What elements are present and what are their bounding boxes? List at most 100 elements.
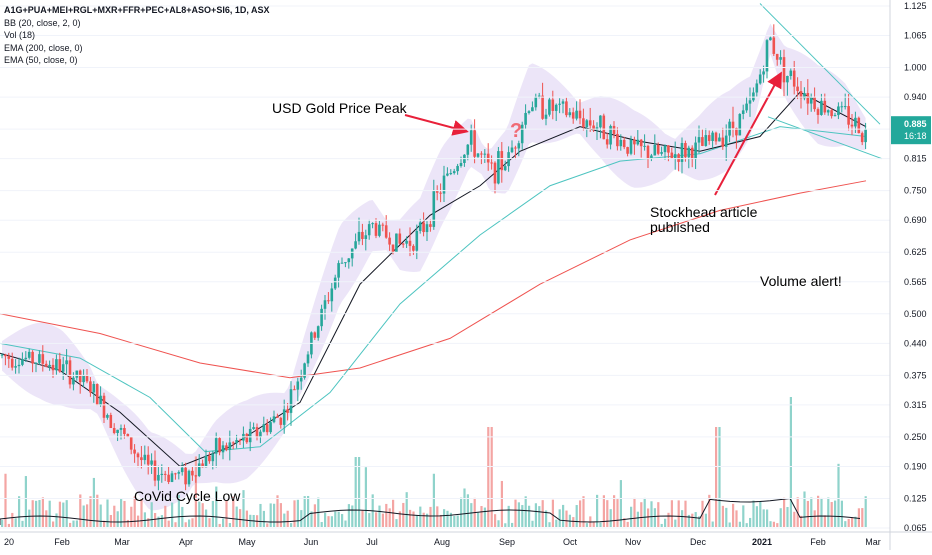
- volume-bar: [548, 522, 551, 527]
- volume-bar: [681, 510, 684, 527]
- candle-body: [762, 71, 765, 75]
- candle-body: [745, 103, 748, 111]
- volume-bar: [817, 495, 820, 527]
- volume-bar: [609, 509, 612, 527]
- volume-bar: [449, 512, 452, 527]
- volume-bar: [276, 495, 279, 527]
- candle-body: [68, 360, 72, 385]
- candle-body: [837, 106, 840, 116]
- candle-body: [211, 453, 215, 462]
- candle-body: [330, 288, 334, 302]
- candle-body: [269, 422, 272, 433]
- volume-bar: [657, 502, 660, 527]
- candle-body: [694, 142, 697, 160]
- candle-body: [259, 431, 262, 437]
- candle-body: [429, 224, 432, 227]
- candle-body: [748, 100, 752, 104]
- candle-body: [401, 243, 405, 245]
- candle-body: [361, 231, 364, 239]
- candle-body: [415, 230, 419, 251]
- volume-bar: [150, 502, 153, 527]
- candle-body: [153, 460, 157, 481]
- candle-body: [41, 354, 45, 364]
- candle-body: [201, 463, 204, 468]
- candle-body: [459, 162, 463, 166]
- candle-body: [235, 440, 238, 444]
- candle-body: [619, 139, 623, 147]
- volume-bar: [171, 502, 174, 527]
- volume-bar: [344, 520, 347, 527]
- volume-bar: [619, 480, 622, 527]
- candle-body: [157, 474, 160, 481]
- volume-bar: [524, 496, 527, 527]
- indicator-ema200[interactable]: EMA (200, close, 0): [4, 42, 83, 53]
- volume-bar: [235, 506, 238, 527]
- volume-bar: [120, 499, 123, 527]
- candle-body: [571, 112, 575, 119]
- volume-bar: [769, 521, 772, 527]
- volume-bar: [103, 520, 106, 527]
- volume-bar: [698, 516, 701, 527]
- candle-body: [548, 99, 551, 115]
- volume-bar: [732, 503, 735, 527]
- candle-body: [786, 75, 789, 83]
- volume-bar: [762, 509, 765, 527]
- indicator-volume[interactable]: Vol (18): [4, 30, 36, 40]
- indicator-bb[interactable]: BB (20, close, 2, 0): [4, 17, 81, 28]
- volume-bar: [820, 497, 823, 527]
- last-price-countdown: 16:18: [904, 131, 927, 141]
- candle-body: [622, 139, 626, 148]
- volume-bar: [198, 501, 201, 527]
- volume-bar: [215, 486, 218, 527]
- volume-bar: [52, 521, 55, 527]
- candle-body: [537, 95, 541, 97]
- candle-body: [95, 384, 99, 406]
- candle-body: [398, 233, 402, 244]
- volume-bar: [157, 516, 160, 527]
- candle-body: [344, 262, 347, 264]
- volume-bar: [633, 497, 636, 527]
- candle-body: [4, 354, 7, 357]
- volume-bar: [432, 473, 435, 527]
- candle-body: [350, 248, 354, 259]
- volume-bar: [337, 511, 340, 527]
- candle-body: [214, 438, 218, 454]
- candle-body: [299, 377, 303, 382]
- candle-body: [503, 166, 507, 171]
- candle-body: [180, 467, 184, 473]
- candle-body: [490, 162, 493, 164]
- candle-body: [418, 222, 422, 231]
- candle-body: [660, 152, 663, 154]
- volume-bar: [126, 519, 129, 527]
- volume-bar: [222, 518, 225, 527]
- candle-body: [75, 370, 79, 378]
- volume-bar: [579, 500, 582, 527]
- volume-bar: [194, 456, 197, 527]
- volume-bar: [803, 491, 806, 527]
- candle-body: [449, 173, 453, 175]
- arrow-gold-peak: [404, 114, 469, 136]
- candle-body: [653, 144, 657, 156]
- volume-bar: [453, 516, 456, 527]
- indicator-ema50[interactable]: EMA (50, close, 0): [4, 55, 78, 65]
- candle-body: [796, 86, 799, 92]
- time-tick-label: Nov: [625, 537, 642, 547]
- candle-body: [170, 473, 174, 482]
- price-tick-label: 1.065: [904, 31, 927, 41]
- volume-bar: [582, 496, 585, 527]
- volume-bar: [840, 500, 843, 527]
- candle-body: [119, 428, 123, 430]
- volume-bar: [130, 506, 133, 527]
- candle-body: [731, 121, 735, 129]
- volume-bar: [647, 508, 650, 527]
- volume-bar: [324, 512, 327, 527]
- candle-body: [517, 143, 521, 149]
- candle-body: [126, 433, 130, 438]
- volume-bar: [351, 505, 354, 527]
- candle-body: [500, 151, 504, 171]
- volume-bar: [630, 506, 633, 527]
- volume-bar: [123, 500, 126, 527]
- candle-body: [38, 354, 41, 363]
